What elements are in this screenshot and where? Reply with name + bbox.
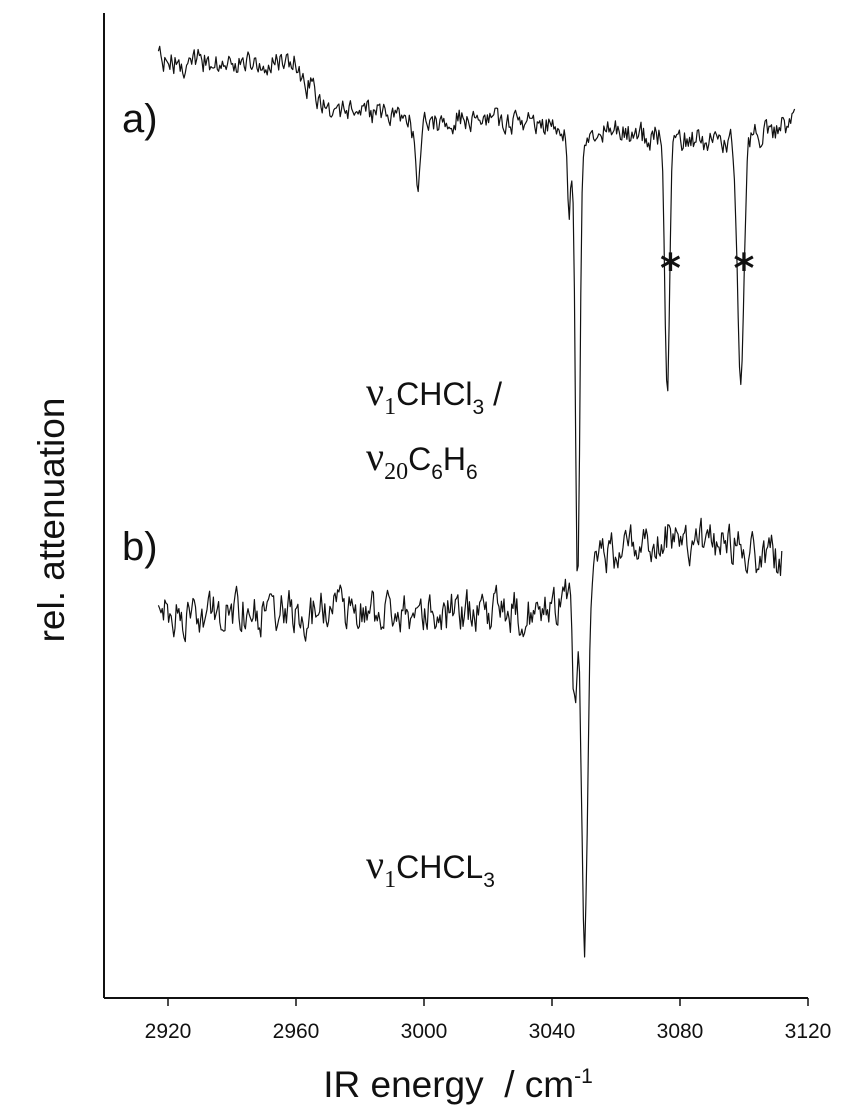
spectrum-a (157, 45, 796, 572)
plot-frame (103, 13, 808, 999)
star-marker: * (660, 246, 681, 292)
x-tick-label: 2920 (145, 1020, 192, 1043)
nu-symbol: ν (366, 842, 384, 887)
annotation-b-sub1: 1 (384, 867, 396, 893)
panel-label-b: b) (122, 525, 158, 569)
annotation-a-mid: CHCl (396, 376, 472, 412)
y-axis-title: rel. attenuation (31, 398, 72, 643)
panel-label-a: a) (122, 97, 158, 141)
x-axis-title-text: IR energy / cm (323, 1064, 574, 1105)
annotation-b: ν1CHCL3 (366, 842, 495, 893)
annotation-a-line2-sub: 20 (384, 459, 408, 485)
annotation-a-line1: ν1CHCl3 / (366, 369, 502, 420)
x-tick-label: 3120 (785, 1020, 832, 1043)
x-tick-label: 3040 (529, 1020, 576, 1043)
x-tick-label: 3000 (401, 1020, 448, 1043)
annotation-b-sub2: 3 (483, 869, 495, 892)
annotation-a-line2-mid2: H (443, 441, 466, 477)
x-axis-title-sup: -1 (574, 1065, 593, 1088)
annotation-a-sub2: 3 (473, 396, 485, 419)
spectrum-b-line (157, 517, 783, 958)
spectrum-b (157, 517, 783, 958)
annotation-a-line2: ν20C6H6 (366, 434, 478, 485)
annotation-a-line2-sub3: 6 (466, 461, 478, 484)
annotation-a-sub1: 1 (384, 394, 396, 420)
x-axis-ticks: 2920 2960 3000 3040 3080 3120 (145, 998, 832, 1043)
annotation-a-line2-mid: C (408, 441, 431, 477)
nu-symbol: ν (366, 434, 384, 479)
spectrum-a-line (157, 45, 796, 572)
x-tick-label: 3080 (657, 1020, 704, 1043)
x-axis-title: IR energy / cm-1 (323, 1064, 593, 1105)
nu-symbol: ν (366, 369, 384, 414)
annotation-b-mid: CHCL (396, 849, 483, 885)
star-marker: * (734, 246, 755, 292)
annotation-a-line2-sub2: 6 (431, 461, 443, 484)
annotation-a-suffix: / (484, 376, 502, 412)
star-markers: * * (660, 246, 755, 292)
x-tick-label: 2960 (273, 1020, 320, 1043)
